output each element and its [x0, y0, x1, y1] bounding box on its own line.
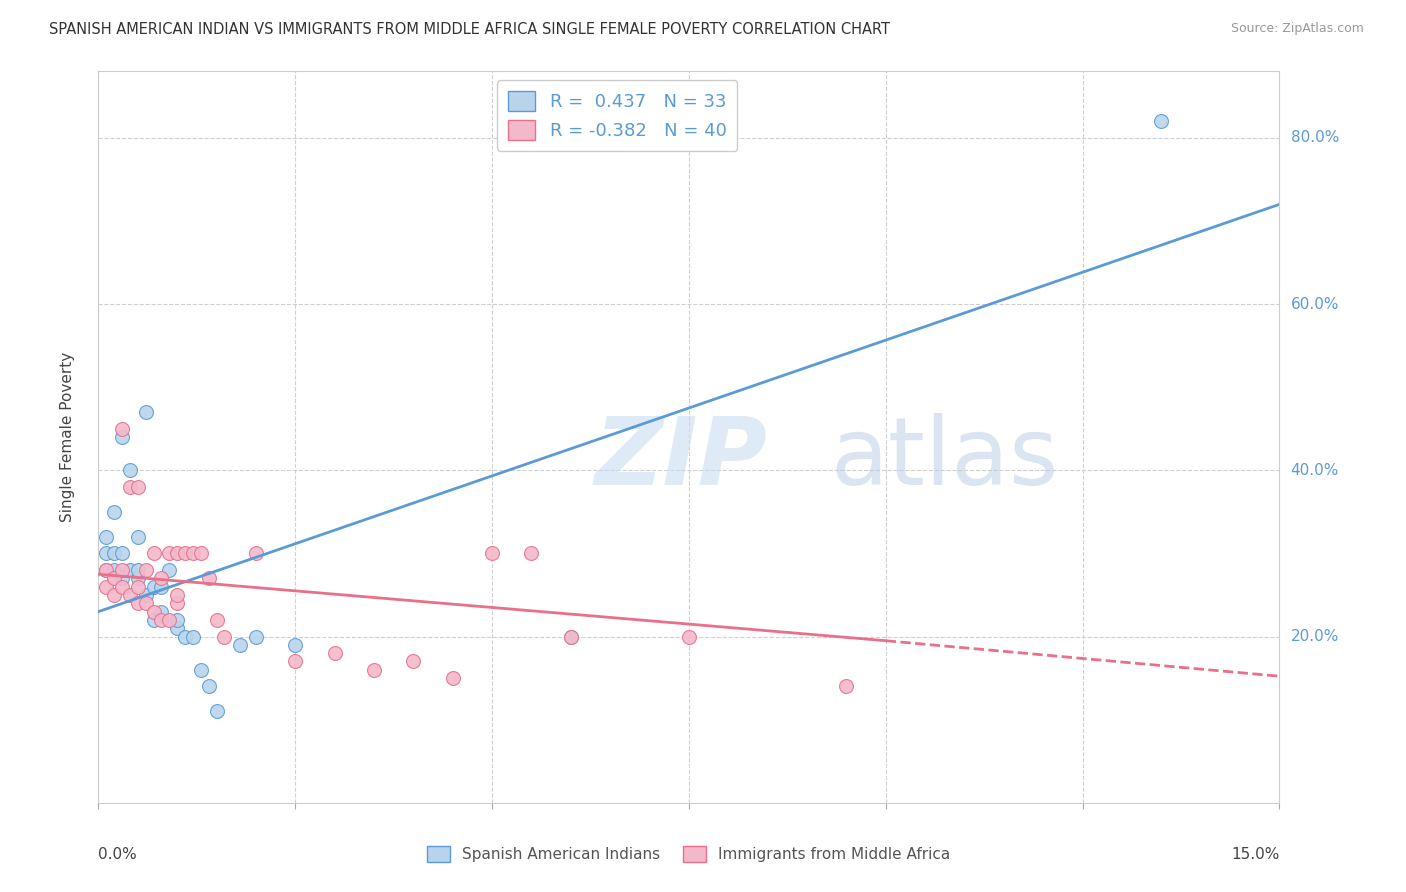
- Point: [560, 630, 582, 644]
- Point: [174, 546, 197, 560]
- Point: [205, 705, 228, 719]
- Point: [157, 563, 180, 577]
- Point: [190, 546, 212, 560]
- Point: [135, 563, 157, 577]
- Point: [142, 613, 165, 627]
- Y-axis label: Single Female Poverty: Single Female Poverty: [60, 352, 75, 522]
- Point: [135, 588, 157, 602]
- Text: 40.0%: 40.0%: [1291, 463, 1339, 478]
- Point: [181, 630, 204, 644]
- Point: [181, 546, 204, 560]
- Point: [166, 546, 188, 560]
- Point: [142, 546, 165, 560]
- Text: atlas: atlas: [831, 413, 1059, 505]
- Point: [245, 630, 267, 644]
- Point: [190, 663, 212, 677]
- Point: [197, 571, 219, 585]
- Point: [103, 505, 125, 519]
- Text: 15.0%: 15.0%: [1232, 847, 1279, 862]
- Point: [142, 580, 165, 594]
- Point: [835, 680, 858, 694]
- Point: [103, 571, 125, 585]
- Point: [150, 613, 173, 627]
- Point: [166, 621, 188, 635]
- Point: [118, 463, 141, 477]
- Point: [441, 671, 464, 685]
- Text: SPANISH AMERICAN INDIAN VS IMMIGRANTS FROM MIDDLE AFRICA SINGLE FEMALE POVERTY C: SPANISH AMERICAN INDIAN VS IMMIGRANTS FR…: [49, 22, 890, 37]
- Point: [127, 571, 149, 585]
- Point: [214, 630, 236, 644]
- Point: [118, 588, 141, 602]
- Point: [127, 480, 149, 494]
- Point: [1150, 114, 1173, 128]
- Point: [166, 613, 188, 627]
- Point: [111, 546, 134, 560]
- Point: [127, 563, 149, 577]
- Point: [560, 630, 582, 644]
- Point: [678, 630, 700, 644]
- Text: 0.0%: 0.0%: [98, 847, 138, 862]
- Point: [363, 663, 385, 677]
- Point: [174, 630, 197, 644]
- Point: [111, 571, 134, 585]
- Point: [96, 580, 118, 594]
- Point: [135, 405, 157, 419]
- Point: [284, 655, 307, 669]
- Point: [111, 422, 134, 436]
- Point: [135, 596, 157, 610]
- Point: [118, 480, 141, 494]
- Text: 20.0%: 20.0%: [1291, 629, 1339, 644]
- Point: [323, 646, 346, 660]
- Point: [103, 563, 125, 577]
- Point: [197, 680, 219, 694]
- Point: [157, 613, 180, 627]
- Point: [157, 546, 180, 560]
- Point: [127, 530, 149, 544]
- Point: [520, 546, 543, 560]
- Point: [284, 638, 307, 652]
- Point: [150, 605, 173, 619]
- Point: [150, 580, 173, 594]
- Point: [96, 563, 118, 577]
- Point: [103, 546, 125, 560]
- Point: [111, 563, 134, 577]
- Text: ZIP: ZIP: [595, 413, 768, 505]
- Point: [118, 563, 141, 577]
- Point: [111, 580, 134, 594]
- Point: [229, 638, 252, 652]
- Point: [205, 613, 228, 627]
- Legend: Spanish American Indians, Immigrants from Middle Africa: Spanish American Indians, Immigrants fro…: [420, 839, 957, 868]
- Point: [127, 580, 149, 594]
- Text: 60.0%: 60.0%: [1291, 297, 1339, 311]
- Point: [96, 563, 118, 577]
- Point: [103, 588, 125, 602]
- Point: [111, 430, 134, 444]
- Point: [166, 588, 188, 602]
- Text: Source: ZipAtlas.com: Source: ZipAtlas.com: [1230, 22, 1364, 36]
- Point: [166, 596, 188, 610]
- Point: [96, 530, 118, 544]
- Point: [127, 596, 149, 610]
- Point: [150, 571, 173, 585]
- Point: [245, 546, 267, 560]
- Point: [481, 546, 503, 560]
- Text: 80.0%: 80.0%: [1291, 130, 1339, 145]
- Point: [142, 605, 165, 619]
- Point: [402, 655, 425, 669]
- Point: [96, 546, 118, 560]
